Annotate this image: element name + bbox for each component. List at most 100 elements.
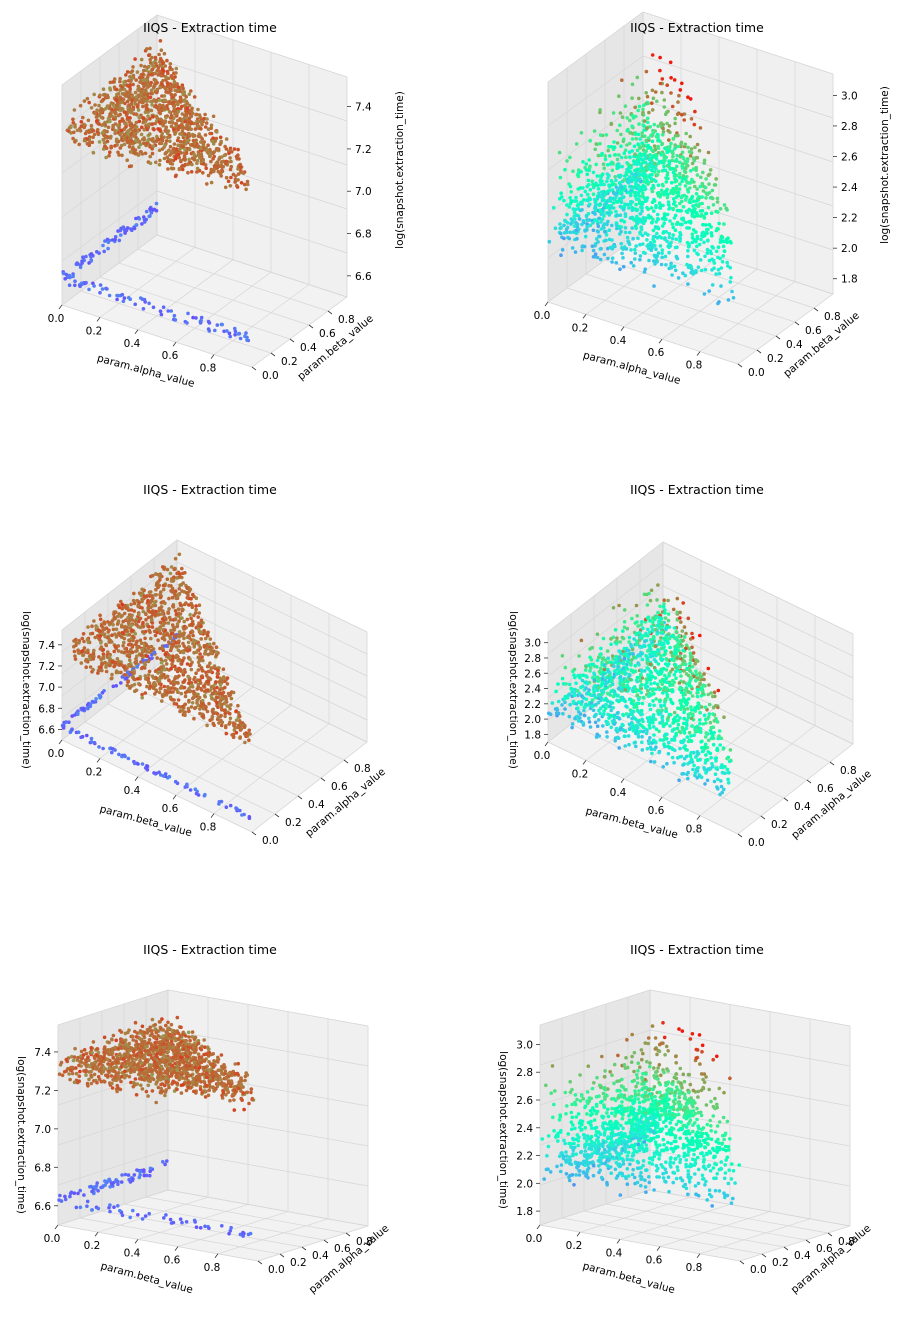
scatter-point [106,240,111,245]
scatter-point [233,177,238,182]
scatter-point [134,120,139,125]
grid-line [547,301,739,365]
scatter-point [221,690,226,695]
scatter-point [602,226,606,230]
scatter-point [85,96,90,101]
scatter-point [707,258,712,263]
scatter-point [113,237,117,242]
scatter-point [236,153,240,157]
scatter-point [113,644,118,649]
scatter-point [630,658,634,662]
scatter-point [686,190,691,194]
scatter-point [705,227,709,232]
scatter-point [205,709,210,714]
x-tick-label: 0.4 [124,338,141,350]
scatter-point [609,179,614,183]
scatter-point [715,226,719,231]
scatter-point [172,107,177,111]
scatter-point [174,641,179,645]
scatter-point [158,158,162,163]
scatter-point [98,283,103,287]
scatter-point [621,255,625,260]
scatter-point [141,307,146,311]
scatter-point [171,578,176,582]
scatter-point [178,574,182,579]
scatter-point [229,696,234,701]
scatter-point [646,120,650,125]
scatter-point [596,224,601,229]
scatter-point [182,98,187,102]
scatter-point [145,684,149,689]
scatter-point [78,284,82,289]
scatter-point [656,183,661,187]
scatter-point [235,807,239,811]
scatter-point [645,94,650,99]
scatter-point [187,147,192,152]
scatter-point [691,228,696,232]
scatter-point [169,92,174,97]
scatter-point [130,110,134,115]
scatter-point [674,173,679,178]
grid-line [61,14,158,86]
scatter-point [193,787,198,791]
scatter-point [148,117,152,121]
scatter-point [164,75,168,80]
scatter-point [725,240,729,244]
scatter-point [128,648,133,652]
scatter-point [134,112,138,116]
scatter-point [587,158,591,162]
scatter-point [192,716,196,721]
scatter-point [185,617,190,622]
scatter-point [181,581,185,585]
scatter-point [645,238,649,242]
scatter-point [168,571,173,576]
scatter-point [638,254,643,258]
scatter-point [148,132,152,136]
y-tick-mark [813,307,819,312]
scatter-point [193,127,198,131]
scatter-point [678,160,682,165]
scatter-point [136,644,140,649]
scatter-point [180,104,184,109]
scatter-point [179,691,184,696]
scatter-point [149,88,154,93]
scatter-point [590,244,595,248]
scatter-point [203,125,208,129]
scatter-point [132,131,137,136]
scatter-point [211,114,216,119]
scatter-point [73,123,77,127]
scatter-point [101,243,105,248]
scatter-point [135,70,140,74]
scatter-point [91,135,95,139]
x-tick-mark [134,329,139,335]
scatter-point [117,238,122,243]
scatter-point [621,264,626,269]
y-tick-label: 0.4 [300,342,317,354]
scatter-point [121,619,125,624]
scatter-point [138,80,143,84]
z-tick-label: 2.0 [524,714,541,726]
scatter-point [236,167,240,171]
scatter-point [610,260,614,264]
scatter-point [176,109,181,114]
scatter-point [230,733,234,737]
scatter-point [698,209,703,213]
scatter-point [591,170,596,175]
scatter-point [579,169,583,174]
scatter-point [163,658,168,663]
scatter-point [613,175,617,179]
scatter-point [630,226,634,230]
scatter-point [145,103,149,107]
scatter-point [227,151,231,156]
scatter-point [709,251,714,256]
scatter-point [245,338,249,342]
scatter-point [139,593,143,598]
scatter-point [106,650,110,654]
scatter-point [654,247,658,251]
scatter-point [119,681,123,685]
scatter-point [133,151,138,156]
scatter-point [132,677,136,681]
scatter-point [134,622,138,627]
scatter-point [229,164,233,169]
scatter-point [715,196,720,201]
